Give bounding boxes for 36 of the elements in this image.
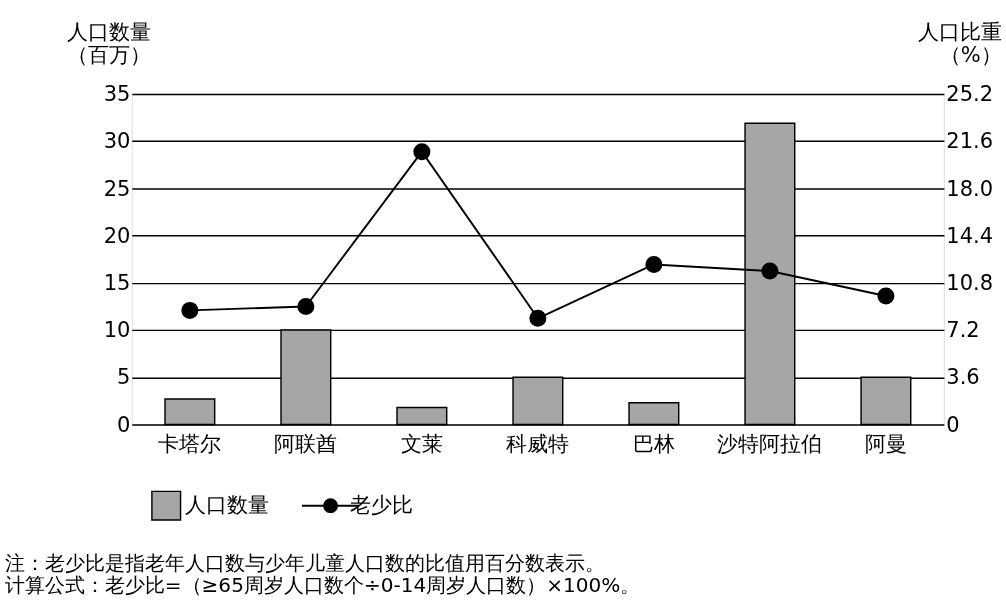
y-tick-label: 35 — [103, 81, 131, 107]
x-tick-label: 文莱 — [400, 430, 443, 456]
x-tick-label: 阿联酋 — [274, 430, 338, 456]
point — [761, 262, 779, 280]
legend-label: 老少比 — [349, 492, 413, 518]
y2-tick-label: 0 — [946, 411, 960, 437]
y-tick-label: 10 — [103, 317, 131, 343]
x-tick-label: 巴林 — [632, 430, 675, 456]
point — [645, 255, 663, 273]
y2-tick-label: 25.2 — [946, 81, 994, 107]
y2-axis-title: 人口比重（%） — [917, 19, 1002, 67]
y-tick-label: 5 — [117, 364, 131, 390]
y-tick-label: 30 — [103, 128, 131, 154]
x-tick-label: 阿曼 — [864, 430, 907, 456]
y-axis-title: 人口数量（百万） — [67, 19, 152, 67]
point — [181, 301, 199, 319]
y-tick-label: 25 — [103, 175, 131, 201]
y-tick-label: 15 — [103, 270, 131, 296]
point — [529, 309, 547, 327]
point — [413, 143, 431, 161]
y2-tick-label: 21.6 — [946, 128, 994, 154]
x-tick-label: 卡塔尔 — [158, 430, 222, 456]
y2-tick-label: 14.4 — [946, 222, 994, 248]
point — [877, 287, 895, 305]
y2-tick-label: 7.2 — [946, 317, 980, 343]
x-tick-label: 沙特阿拉伯 — [717, 430, 823, 456]
x-tick-label: 科威特 — [506, 430, 570, 456]
y2-tick-label: 18.0 — [946, 175, 994, 201]
y-tick-label: 20 — [103, 222, 131, 248]
legend-label: 人口数量 — [185, 492, 270, 518]
text: 计算公式：老少比=（≥65周岁人口数个÷0-14周岁人口数）×100%。 — [4, 572, 641, 597]
y2-tick-label: 3.6 — [946, 364, 980, 390]
y2-tick-label: 10.8 — [946, 270, 994, 296]
y-tick-label: 0 — [117, 411, 131, 437]
point — [297, 297, 315, 315]
text: 注：老少比是指老年人口数与少年儿童人口数的比值用百分数表示。 — [4, 550, 605, 575]
